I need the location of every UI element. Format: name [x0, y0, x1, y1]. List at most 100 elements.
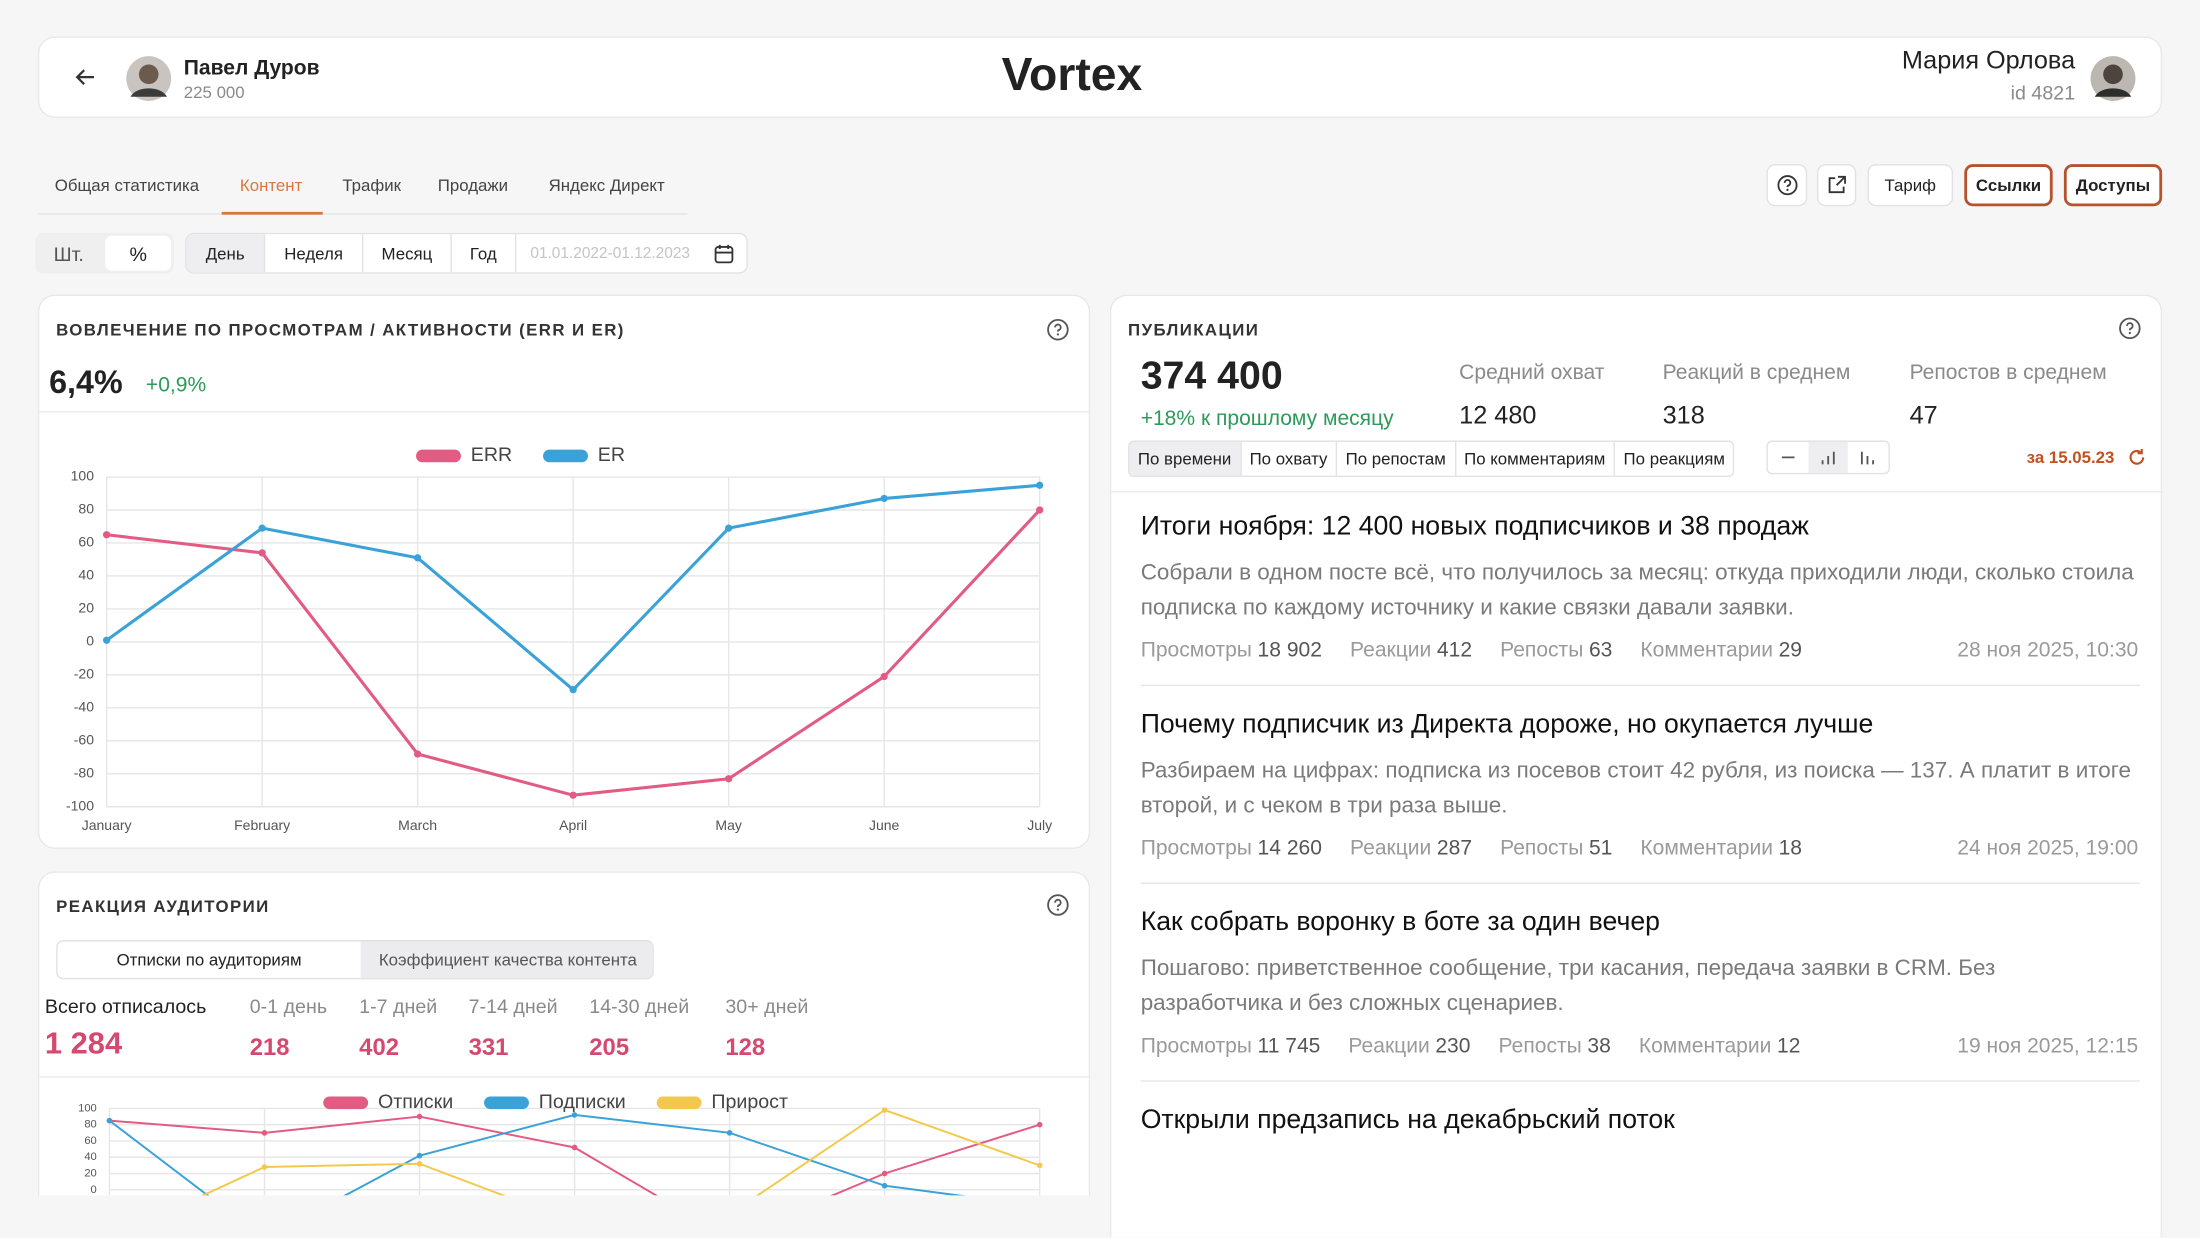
data-point	[416, 1113, 423, 1120]
post-stats: Просмотры 11 745 Реакции 230 Репосты 38 Коммен…	[1141, 1034, 1801, 1058]
date-range[interactable]: 01.01.2022-01.12.2023	[530, 244, 690, 262]
tab[interactable]: Продажи	[437, 175, 509, 196]
legend: ERR ER	[416, 444, 625, 466]
post-stat: Репосты 63	[1500, 638, 1612, 662]
sort-option[interactable]: По охвату	[1239, 441, 1336, 476]
data-point	[726, 1130, 733, 1136]
sort-option[interactable]: По комментариям	[1454, 441, 1613, 476]
data-point	[102, 636, 111, 644]
user-avatar[interactable]	[125, 55, 173, 103]
help-button[interactable]	[1766, 164, 1808, 207]
y-tick-label: 60	[84, 1135, 96, 1147]
tariff-button[interactable]: Тариф	[1867, 164, 1954, 207]
post-title[interactable]: Открыли предзапись на декабрьский поток	[1140, 1105, 1675, 1136]
legend-swatch	[543, 449, 588, 463]
calendar-icon[interactable]	[713, 243, 735, 265]
unit-option[interactable]: Шт.	[53, 242, 84, 265]
legend-swatch	[656, 1096, 702, 1110]
account-id: id 4821	[2010, 81, 2076, 104]
data-point	[881, 1107, 888, 1113]
share-button[interactable]	[1816, 164, 1857, 207]
data-point	[413, 554, 422, 562]
stat-label: Реакций в среднем	[1662, 360, 1851, 385]
unit-switch: Шт. %	[35, 232, 174, 274]
post-title[interactable]: Как собрать воронку в боте за один вечер	[1140, 907, 1661, 938]
tab[interactable]: Яндекс Директ	[548, 175, 665, 196]
account-avatar[interactable]	[2089, 55, 2137, 103]
data-point	[571, 1144, 578, 1151]
period-option[interactable]: Месяц	[363, 234, 452, 273]
x-tick-label: April	[559, 817, 587, 833]
audience-panel: РЕАКЦИЯ АУДИТОРИИ Отписки по аудиториям …	[37, 871, 1091, 1196]
post-stat-label: Просмотры	[1140, 1034, 1252, 1058]
back-button[interactable]	[73, 65, 98, 90]
data-point	[725, 775, 733, 783]
post-title[interactable]: Почему подписчик из Директа дороже, но о…	[1140, 709, 1874, 740]
post-date: 28 ноя 2025, 10:30	[1957, 638, 2139, 663]
help-icon[interactable]	[1045, 892, 1070, 917]
sort-option[interactable]: По репостам	[1335, 441, 1454, 476]
period-option[interactable]: Неделя	[265, 234, 364, 273]
period-option[interactable]: День	[186, 234, 266, 273]
y-tick-label: -20	[74, 666, 94, 682]
stat-value: 47	[1909, 401, 1938, 430]
post-stat: Просмотры 18 902	[1141, 638, 1322, 662]
tab[interactable]: Трафик	[342, 175, 402, 196]
post-stats: Просмотры 14 260 Реакции 287 Репосты 51 Коммен…	[1141, 836, 1802, 860]
stat-value: 12 480	[1459, 401, 1537, 430]
view-columns[interactable]	[1848, 442, 1888, 473]
legend-label: ER	[598, 444, 625, 466]
post-stat-value: 412	[1436, 638, 1473, 663]
y-tick-label: 80	[78, 501, 94, 517]
audience-chart: 0 20 40 60 80 100 Отписки Подписки Прирост	[78, 1091, 1043, 1196]
audience-tab[interactable]: Отписки по аудиториям	[116, 949, 302, 970]
legend-label: Отписки	[378, 1091, 453, 1113]
bucket-label: 0-1 день	[249, 994, 328, 1018]
unit-option[interactable]: %	[105, 235, 172, 271]
audience-tab[interactable]: Коэффициент качества контента	[360, 941, 653, 978]
tab[interactable]: Общая статистика	[54, 175, 200, 196]
post-stat-value: 11 745	[1257, 1034, 1321, 1058]
tab[interactable]: Контент	[239, 175, 303, 196]
period-option[interactable]: Год	[452, 234, 517, 273]
stat-value: 318	[1662, 401, 1705, 430]
post-stat-label: Комментарии	[1640, 836, 1773, 861]
y-tick-label: -80	[74, 764, 94, 780]
tabs-divider	[37, 213, 688, 215]
links-button[interactable]: Ссылки	[1964, 164, 2053, 207]
total-label: Всего отписалось	[44, 994, 207, 1018]
post-stat-label: Реакции	[1348, 1034, 1430, 1058]
sort-option[interactable]: По времени	[1129, 441, 1240, 476]
post-title[interactable]: Итоги ноября: 12 400 новых подписчиков и…	[1140, 512, 1809, 542]
sort-option[interactable]: По реакциям	[1613, 441, 1734, 476]
post-stat: Реакции 287	[1350, 836, 1472, 860]
post-stat-label: Репосты	[1500, 638, 1584, 663]
refresh-icon[interactable]	[2127, 448, 2147, 468]
post-stat-value: 18	[1778, 836, 1803, 861]
post-divider	[1140, 1080, 2140, 1082]
y-tick-label: 0	[91, 1184, 97, 1196]
view-bars[interactable]	[1808, 441, 1849, 473]
y-tick-label: 40	[78, 567, 94, 583]
engagement-panel: ВОВЛЕЧЕНИЕ ПО ПРОСМОТРАМ / АКТИВНОСТИ (E…	[37, 294, 1091, 849]
stat-label: Средний охват	[1459, 360, 1605, 385]
total-value: 374 400	[1140, 353, 1283, 398]
data-point	[569, 686, 577, 694]
view-line[interactable]	[1768, 442, 1808, 473]
post-stat-label: Просмотры	[1140, 836, 1252, 861]
data-point	[1036, 1121, 1043, 1128]
post-stat: Просмотры 14 260	[1141, 836, 1322, 860]
period-switch: День Неделя Месяц Год 01.01.2022-01.12.2…	[185, 232, 748, 274]
sort-options: По времени По охвату По репостам По коммент…	[1128, 440, 1735, 478]
post-date: 19 ноя 2025, 12:15	[1957, 1034, 2139, 1058]
kpi-change: +0,9%	[145, 373, 207, 398]
data-point	[258, 549, 266, 557]
legend-label: ERR	[471, 444, 512, 466]
help-icon[interactable]	[2117, 316, 2142, 341]
legend-swatch	[323, 1096, 369, 1110]
help-icon[interactable]	[1045, 317, 1070, 342]
access-button[interactable]: Доступы	[2063, 164, 2163, 207]
data-point	[106, 1117, 113, 1124]
